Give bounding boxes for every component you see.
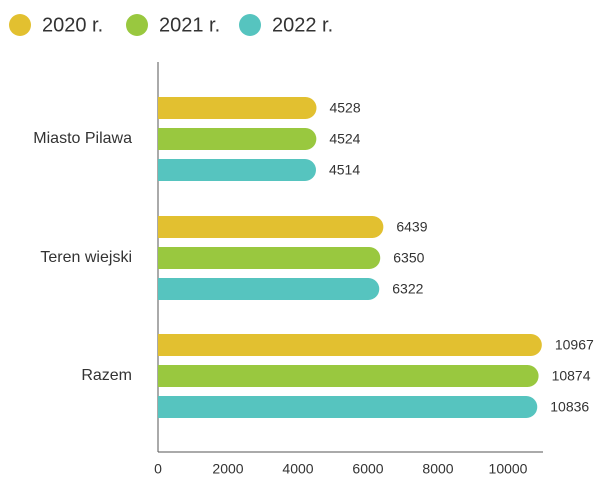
bar xyxy=(158,365,539,387)
value-label: 4514 xyxy=(329,162,360,178)
value-label: 10836 xyxy=(550,399,589,415)
value-label: 6439 xyxy=(396,219,427,235)
category-label: Razem xyxy=(81,367,132,384)
x-tick-label: 8000 xyxy=(422,461,453,477)
category-label: Miasto Pilawa xyxy=(33,130,132,147)
value-label: 6350 xyxy=(393,250,424,266)
x-tick-label: 0 xyxy=(154,461,162,477)
legend-swatch xyxy=(239,14,261,36)
legend-text: 2022 r. xyxy=(272,14,333,36)
x-tick-label: 2000 xyxy=(212,461,243,477)
value-label: 10874 xyxy=(552,368,591,384)
x-tick-label: 6000 xyxy=(352,461,383,477)
value-label: 10967 xyxy=(555,337,594,353)
legend-swatch xyxy=(9,14,31,36)
bar xyxy=(158,128,317,150)
bar xyxy=(158,216,384,238)
category-label: Teren wiejski xyxy=(40,249,132,266)
bar xyxy=(158,159,316,181)
bar xyxy=(158,334,542,356)
legend-text: 2020 r. xyxy=(42,14,103,36)
bar xyxy=(158,247,381,269)
legend-text: 2021 r. xyxy=(159,14,220,36)
value-label: 6322 xyxy=(392,281,423,297)
x-tick-label: 4000 xyxy=(282,461,313,477)
bar xyxy=(158,396,538,418)
value-label: 4524 xyxy=(329,131,360,147)
bar xyxy=(158,278,380,300)
x-tick-label: 10000 xyxy=(489,461,528,477)
legend-swatch xyxy=(126,14,148,36)
value-label: 4528 xyxy=(329,100,360,116)
bar xyxy=(158,97,317,119)
